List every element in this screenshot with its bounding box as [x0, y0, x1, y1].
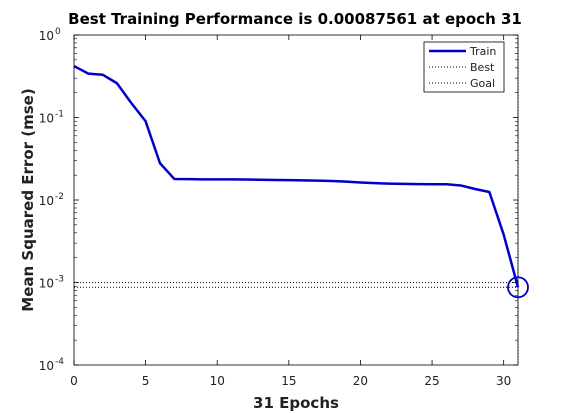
x-tick-label: 0	[70, 374, 78, 388]
x-tick-label: 20	[353, 374, 368, 388]
y-tick-label: 10	[39, 277, 54, 291]
y-tick-exponent: -2	[55, 192, 64, 202]
y-tick-label: 10	[39, 112, 54, 126]
x-tick-label: 5	[142, 374, 150, 388]
plot-lines	[73, 35, 529, 365]
legend-train-label: Train	[469, 45, 496, 58]
y-tick-exponent: 0	[55, 27, 61, 37]
best-marker	[507, 276, 529, 299]
legend-goal-label: Goal	[470, 77, 495, 90]
y-tick-exponent: -4	[55, 357, 64, 367]
y-tick-label: 10	[39, 29, 54, 43]
y-axis-label: Mean Squared Error (mse)	[19, 88, 37, 311]
y-tick-exponent: -3	[55, 275, 64, 285]
chart-title: Best Training Performance is 0.00087561 …	[68, 10, 522, 28]
y-tick-exponent: -1	[55, 110, 64, 120]
x-tick-label: 15	[281, 374, 296, 388]
x-tick-label: 30	[496, 374, 511, 388]
x-tick-label: 10	[210, 374, 225, 388]
x-tick-label: 25	[424, 374, 439, 388]
legend-best-label: Best	[470, 61, 495, 74]
train-line	[73, 64, 520, 288]
x-axis-label: 31 Epochs	[253, 394, 339, 412]
y-tick-label: 10	[39, 194, 54, 208]
legend: Train Best Goal	[423, 41, 505, 93]
x-axis: 0 5 10 15 20 25 30	[70, 35, 511, 388]
y-tick-label: 10	[39, 359, 54, 373]
